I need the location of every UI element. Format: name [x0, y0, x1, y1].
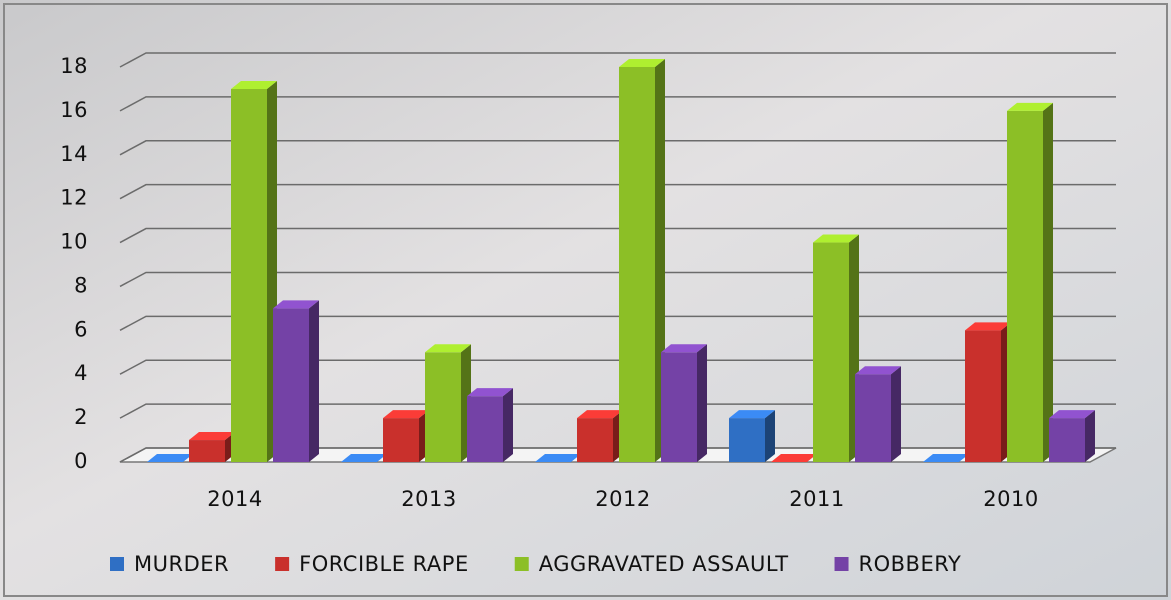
grid-line [119, 227, 1116, 244]
x-tick-label: 2012 [595, 487, 650, 511]
bar [535, 454, 581, 462]
bar-top [965, 322, 1011, 331]
bar-top [341, 454, 387, 462]
bar [855, 366, 901, 462]
bar [147, 454, 193, 462]
bar-top [923, 454, 969, 462]
frame [3, 3, 1168, 597]
bar-top [661, 344, 707, 353]
bar-front [661, 352, 697, 462]
y-tick-label: 4 [74, 361, 88, 385]
bar-front [965, 330, 1001, 462]
legend-label: FORCIBLE RAPE [299, 552, 469, 576]
bar-side [697, 344, 707, 462]
y-tick-label: 12 [60, 186, 88, 210]
x-tick-label: 2011 [789, 487, 844, 511]
bar-front [1049, 418, 1085, 462]
bar-top [619, 59, 665, 67]
bar [383, 410, 429, 462]
bar [813, 234, 859, 462]
bar-top [425, 344, 471, 353]
bar-front [813, 242, 849, 462]
y-tick-label: 16 [60, 98, 88, 122]
y-tick-label: 18 [60, 54, 88, 78]
x-tick-label: 2010 [983, 487, 1038, 511]
bar-side [309, 300, 319, 462]
bar-top [383, 410, 429, 419]
x-tick-label: 2013 [401, 487, 456, 511]
bar-top [813, 234, 859, 243]
bar-front [619, 67, 655, 462]
bar-top [189, 432, 235, 441]
grid-line [119, 271, 1116, 288]
grid-line [119, 359, 1116, 375]
grid-line [119, 315, 1116, 331]
bar [341, 454, 387, 462]
bar [661, 344, 707, 462]
bar-side [765, 410, 775, 462]
bar-top [1007, 102, 1053, 111]
grid-line [119, 447, 1116, 463]
bar-front [729, 418, 765, 462]
grid-line [119, 183, 1116, 200]
legend-swatch [514, 557, 529, 571]
bar [923, 454, 969, 462]
bar-top [855, 366, 901, 375]
bar-front [273, 308, 309, 462]
bar-front [383, 418, 419, 462]
y-tick-label: 2 [74, 405, 88, 429]
bar-side [503, 388, 513, 462]
bar [577, 410, 623, 462]
bar-side [1043, 102, 1053, 462]
grid-line [119, 403, 1116, 419]
bar [1049, 410, 1095, 462]
bar-top [147, 454, 193, 462]
y-tick-label: 6 [74, 317, 88, 341]
bar [729, 410, 775, 462]
bar-front [189, 440, 225, 462]
bar [467, 388, 513, 462]
bar-front [467, 396, 503, 462]
bar-side [891, 366, 901, 462]
x-tick-label: 2014 [207, 487, 262, 511]
bar [231, 80, 277, 462]
y-tick-label: 14 [60, 142, 88, 166]
bar-top [273, 300, 319, 309]
legend-swatch [110, 557, 124, 571]
bar-side [1085, 410, 1095, 462]
y-tick-label: 8 [74, 273, 88, 297]
legend-label: AGGRAVATED ASSAULT [539, 552, 789, 576]
bar [965, 322, 1011, 462]
y-tick-label: 10 [60, 230, 88, 254]
bar [619, 59, 665, 462]
legend-label: ROBBERY [859, 552, 962, 576]
legend-swatch [275, 557, 290, 571]
grid-line [119, 140, 1116, 156]
grid-line [119, 52, 1116, 68]
bar [273, 300, 319, 462]
bar-top [467, 388, 513, 397]
bar [1007, 102, 1053, 462]
bar [771, 454, 817, 462]
legend-label: MURDER [134, 552, 229, 576]
bar-top [1049, 410, 1095, 419]
bar [425, 344, 471, 462]
bar-top [729, 410, 775, 419]
bar-front [577, 418, 613, 462]
bar-front [1007, 110, 1043, 462]
grid-line [119, 96, 1116, 112]
y-tick-label: 0 [74, 449, 88, 473]
bar [189, 432, 235, 462]
bar-top [231, 80, 277, 89]
bar-front [425, 352, 461, 462]
bar-top [771, 454, 817, 462]
bar-front [231, 88, 267, 462]
bar-front [855, 374, 891, 462]
bar-top [535, 454, 581, 462]
bar-top [577, 410, 623, 419]
legend-swatch [834, 557, 849, 571]
